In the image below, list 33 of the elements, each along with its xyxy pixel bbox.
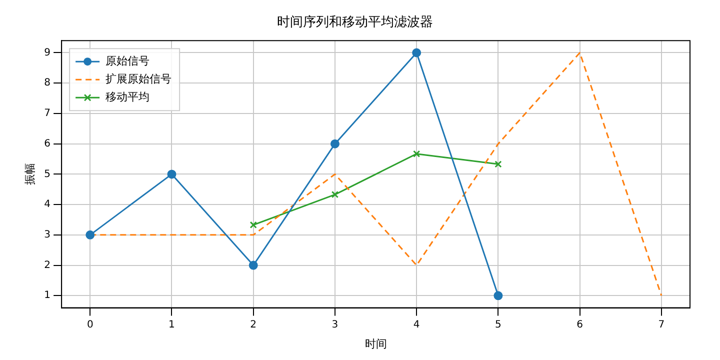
x-tick-label: 0 [86,319,94,330]
chart-title: 时间序列和移动平均滤波器 [277,14,433,30]
point [413,150,420,158]
y-axis-title: 振幅 [23,163,36,186]
point [330,139,340,148]
point [412,48,422,58]
y-tick-label: 5 [44,168,51,180]
x-tick-label: 2 [250,319,257,330]
x-tick-label: 7 [658,319,665,330]
x-tick-label: 1 [168,319,175,330]
y-tick-label: 1 [44,290,51,302]
y-tick-label: 9 [44,47,51,58]
x-tick-label: 3 [332,319,338,330]
point [248,260,258,270]
x-tick-label: 5 [495,319,502,330]
point [494,291,503,300]
point [167,170,176,179]
legend-label: 原始信号 [106,54,150,68]
x-tick-label: 6 [576,319,584,330]
x-tick-label: 4 [413,319,420,330]
y-tick-label: 7 [44,108,51,120]
y-tick-label: 4 [44,199,51,210]
point [331,190,339,198]
y-tick-label: 6 [44,138,51,150]
y-tick-label: 3 [44,230,51,241]
point [86,230,95,240]
y-tick-label: 2 [44,260,51,271]
legend-label: 扩展原始信号 [106,72,172,86]
point [250,221,257,228]
y-tick-label: 8 [44,78,51,89]
legend-label: 移动平均 [106,90,150,104]
x-axis-title: 时间 [364,337,387,350]
point [494,160,502,168]
